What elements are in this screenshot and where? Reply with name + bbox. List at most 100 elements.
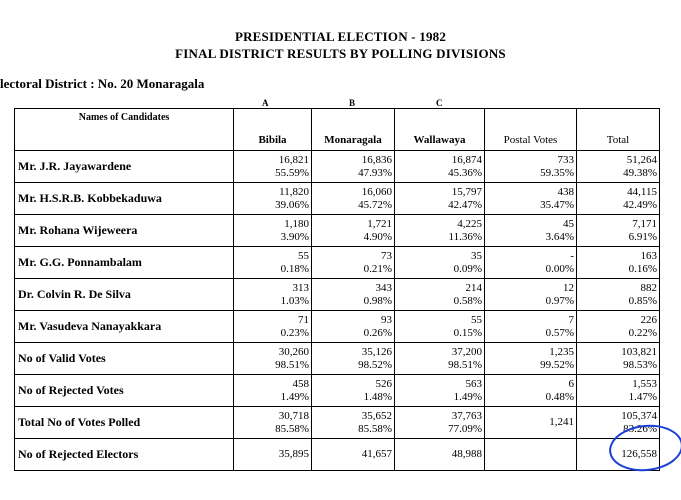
- row-label: Mr. J.R. Jayawardene: [14, 150, 234, 183]
- vote-count: 15,797: [451, 185, 482, 198]
- vote-percentage: 0.21%: [363, 262, 392, 275]
- cell-bibila: 30,260 98.51%: [233, 342, 312, 375]
- vote-count: 103,821: [621, 345, 657, 358]
- cell-monaragala: 1,721 4.90%: [311, 214, 395, 247]
- vote-count: 35: [471, 249, 482, 262]
- row-label: Mr. Vasudeva Nanayakkara: [14, 310, 234, 343]
- cell-total: 126,558: [576, 438, 660, 471]
- table-row: Mr. Rohana Wijeweera 1,180 3.90% 1,721 4.90%…: [14, 214, 660, 247]
- column-header-total: Total: [576, 108, 660, 151]
- vote-percentage: 98.51%: [448, 358, 482, 371]
- vote-percentage: 0.00%: [545, 262, 574, 275]
- vote-count: 73: [381, 249, 392, 262]
- electoral-district-label: lectoral District : No. 20 Monaragala: [0, 76, 205, 91]
- cell-total: 882 0.85%: [576, 278, 660, 311]
- vote-count: 7: [568, 313, 575, 326]
- cell-total: 44,115 42.49%: [576, 182, 660, 215]
- cell-bibila: 458 1.49%: [233, 374, 312, 407]
- vote-count: 343: [375, 281, 393, 294]
- vote-count: 55: [471, 313, 482, 326]
- vote-percentage: 3.64%: [545, 230, 574, 243]
- vote-count: 51,264: [626, 153, 657, 166]
- cell-postal-votes: 1,241: [484, 406, 577, 439]
- vote-count: 45: [563, 217, 574, 230]
- vote-count: 11,820: [279, 185, 309, 198]
- vote-percentage: 0.15%: [453, 326, 482, 339]
- cell-monaragala: 16,836 47.93%: [311, 150, 395, 183]
- cell-monaragala: 93 0.26%: [311, 310, 395, 343]
- cell-wallawaya: 214 0.58%: [394, 278, 485, 311]
- candidates-column-header: Names of Candidates: [14, 108, 234, 151]
- vote-percentage: 85.58%: [275, 422, 309, 435]
- table-row: No of Rejected Electors 35,895 41,657 48,98…: [14, 438, 660, 471]
- cell-bibila: 11,820 39.06%: [233, 182, 312, 215]
- vote-percentage: 0.48%: [545, 390, 574, 403]
- cell-total: 163 0.16%: [576, 246, 660, 279]
- vote-percentage: 0.23%: [280, 326, 309, 339]
- cell-monaragala: 35,652 85.58%: [311, 406, 395, 439]
- vote-count: 882: [640, 281, 658, 294]
- cell-wallawaya: 4,225 11.36%: [394, 214, 485, 247]
- vote-percentage: 35.47%: [540, 198, 574, 211]
- vote-percentage: 0.57%: [545, 326, 574, 339]
- table-row: Mr. H.S.R.B. Kobbekaduwa 11,820 39.06% 16,0…: [14, 182, 660, 215]
- cell-wallawaya: 15,797 42.47%: [394, 182, 485, 215]
- vote-count: 1,235: [549, 345, 574, 358]
- vote-count: 526: [375, 377, 393, 390]
- vote-percentage: 0.16%: [628, 262, 657, 275]
- cell-bibila: 71 0.23%: [233, 310, 312, 343]
- vote-count: 458: [292, 377, 310, 390]
- vote-percentage: 45.36%: [448, 166, 482, 179]
- cell-postal-votes: 438 35.47%: [484, 182, 577, 215]
- cell-postal-votes: -0.00%: [484, 246, 577, 279]
- vote-count: 35,895: [278, 448, 309, 460]
- column-header-postal-votes: Postal Votes: [484, 108, 577, 151]
- cell-total: 103,821 98.53%: [576, 342, 660, 375]
- vote-percentage: 0.98%: [363, 294, 392, 307]
- vote-percentage: 0.58%: [453, 294, 482, 307]
- row-label: Mr. Rohana Wijeweera: [14, 214, 234, 247]
- vote-count: 93: [381, 313, 392, 326]
- vote-count: 226: [640, 313, 658, 326]
- cell-total: 1,553 1.47%: [576, 374, 660, 407]
- vote-percentage: 1.48%: [363, 390, 392, 403]
- cell-wallawaya: 35 0.09%: [394, 246, 485, 279]
- vote-count: 563: [465, 377, 483, 390]
- vote-percentage: 1.03%: [280, 294, 309, 307]
- cell-wallawaya: 37,763 77.09%: [394, 406, 485, 439]
- vote-count: 41,657: [361, 448, 392, 460]
- cell-postal-votes: 45 3.64%: [484, 214, 577, 247]
- column-header-wallawaya: Wallawaya: [394, 108, 485, 151]
- vote-count: 214: [465, 281, 483, 294]
- vote-count: 1,721: [367, 217, 392, 230]
- table-row: No of Rejected Votes 458 1.49% 526 1.48% 563 1…: [14, 374, 660, 407]
- election-title: PRESIDENTIAL ELECTION - 1982: [234, 29, 447, 44]
- vote-count: 37,763: [451, 409, 482, 422]
- vote-count: 313: [292, 281, 310, 294]
- cell-bibila: 16,821 55.59%: [233, 150, 312, 183]
- vote-percentage: 0.18%: [280, 262, 309, 275]
- vote-count: 163: [640, 249, 658, 262]
- vote-percentage: 6.91%: [628, 230, 657, 243]
- vote-count: 12: [563, 281, 574, 294]
- column-letter-b: B: [349, 98, 356, 108]
- table-row: Mr. Vasudeva Nanayakkara 71 0.23% 93 0.26% 55…: [14, 310, 660, 343]
- vote-percentage: 11.36%: [448, 230, 482, 243]
- cell-total: 226 0.22%: [576, 310, 660, 343]
- cell-total: 51,264 49.38%: [576, 150, 660, 183]
- row-label: No of Rejected Electors: [14, 438, 234, 471]
- cell-wallawaya: 563 1.49%: [394, 374, 485, 407]
- vote-count: 6: [568, 377, 575, 390]
- vote-count: 16,836: [361, 153, 392, 166]
- vote-count: 37,200: [451, 345, 482, 358]
- results-table: Names of Candidates Bibila Monaragala Wa…: [14, 108, 660, 471]
- cell-bibila: 30,718 85.58%: [233, 406, 312, 439]
- vote-count: 16,874: [451, 153, 482, 166]
- vote-count: 55: [298, 249, 309, 262]
- cell-postal-votes: 12 0.97%: [484, 278, 577, 311]
- vote-count: 30,718: [278, 409, 309, 422]
- vote-count: 1,553: [632, 377, 657, 390]
- column-header-monaragala: Monaragala: [311, 108, 395, 151]
- vote-count: 44,115: [627, 185, 657, 198]
- row-label: Total No of Votes Polled: [14, 406, 234, 439]
